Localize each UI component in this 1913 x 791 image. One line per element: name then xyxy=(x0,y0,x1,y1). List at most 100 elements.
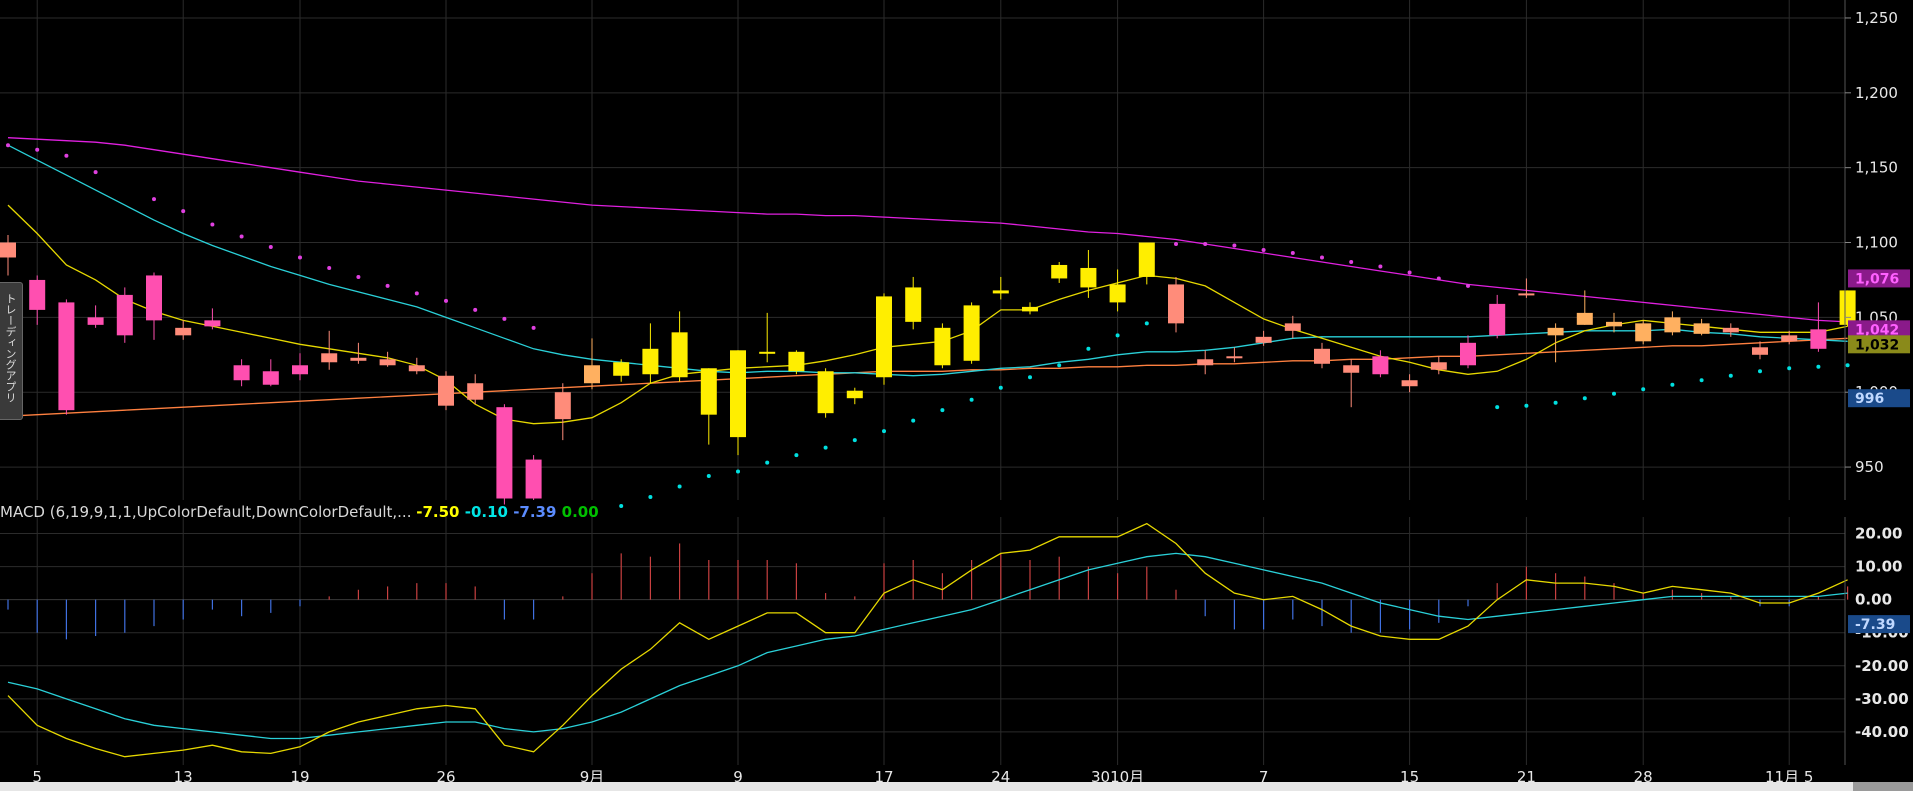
candle-body xyxy=(1489,303,1506,336)
price-tag-label: 1,032 xyxy=(1855,337,1899,353)
x-tick-label: 5 xyxy=(32,768,42,786)
candle-body xyxy=(1197,359,1214,366)
candle xyxy=(1839,290,1856,327)
candle xyxy=(1430,356,1447,375)
candle xyxy=(642,323,659,384)
sar-dot xyxy=(1028,375,1032,380)
macd-tick-label: 20.00 xyxy=(1855,525,1902,543)
sar-dot xyxy=(648,495,653,500)
price-tag-label: 996 xyxy=(1855,391,1884,407)
sar-dot xyxy=(298,255,302,260)
sar-dot xyxy=(998,385,1003,390)
side-panel-tab-label: トレーディングアプリ xyxy=(4,293,17,403)
sar-dot xyxy=(385,283,390,288)
candle-body xyxy=(1022,306,1038,312)
x-tick-label: 24 xyxy=(991,768,1010,786)
price-tag: 1,042 xyxy=(1848,320,1910,339)
candle xyxy=(1460,335,1476,369)
x-tick-label: 19 xyxy=(290,768,309,786)
side-panel-tab[interactable]: トレーディングアプリ xyxy=(0,282,23,420)
candle-body xyxy=(438,375,454,406)
candle-body xyxy=(1547,327,1564,336)
sar-dot xyxy=(969,397,974,402)
candle xyxy=(1197,350,1214,375)
macd-tick-label: -30.00 xyxy=(1855,690,1909,708)
sar-dot xyxy=(531,325,536,330)
sar-dot xyxy=(882,429,886,434)
candle xyxy=(146,272,162,340)
sar-dot xyxy=(1612,391,1616,396)
candle xyxy=(934,323,951,369)
x-tick-label: 11月 5 xyxy=(1765,768,1813,786)
x-tick-label: 17 xyxy=(874,768,893,786)
candle-body xyxy=(759,351,776,354)
bottom-scrollbar[interactable] xyxy=(0,782,1913,791)
candle xyxy=(58,299,75,415)
sar-dot xyxy=(444,298,448,303)
candle-body xyxy=(116,294,133,336)
candle xyxy=(730,350,746,456)
candle-body xyxy=(700,368,717,415)
x-tick-label: 28 xyxy=(1634,768,1653,786)
price-tag-bg xyxy=(1848,389,1910,408)
candle-body xyxy=(1460,342,1476,366)
macd-current-tag-bg xyxy=(1848,615,1910,634)
candle-body xyxy=(350,357,367,361)
macd-title-text: MACD (6,19,9,1,1,UpColorDefault,DownColo… xyxy=(0,503,416,521)
candle xyxy=(613,359,630,382)
macd-gridlines xyxy=(0,517,1845,765)
candle-body xyxy=(1810,329,1827,349)
sar-dot xyxy=(677,484,682,489)
sar-dot xyxy=(1758,369,1762,374)
price-tag: 996 xyxy=(1848,389,1910,408)
candle xyxy=(1022,302,1038,315)
candle-body xyxy=(58,302,75,411)
sar-dot xyxy=(93,170,98,175)
candle-body xyxy=(496,407,513,499)
sar-dot xyxy=(1466,283,1470,288)
sar-dot xyxy=(1115,333,1120,338)
candle xyxy=(262,359,279,387)
candle-body xyxy=(379,359,396,366)
candle-body xyxy=(1518,293,1535,296)
candle-body xyxy=(1664,317,1681,333)
price-tag-bg xyxy=(1848,269,1910,288)
candle xyxy=(1547,323,1564,363)
candle xyxy=(292,353,308,381)
ma-short-line xyxy=(7,204,1848,425)
sar-dot xyxy=(414,291,419,296)
price-tag-bg xyxy=(1848,335,1910,354)
macd-tick-label: 10.00 xyxy=(1855,558,1902,576)
x-tick-label: 3010月 xyxy=(1091,768,1144,786)
candle-body xyxy=(1401,380,1418,387)
sar-dot xyxy=(473,307,478,312)
price-tag-label: 1,076 xyxy=(1855,271,1899,287)
candle-body xyxy=(1343,365,1360,373)
candle xyxy=(876,293,892,385)
candle-body xyxy=(29,279,46,310)
candle xyxy=(554,383,571,441)
sar-dot xyxy=(619,503,624,508)
candle xyxy=(759,312,776,363)
candle-body xyxy=(642,348,659,375)
candle xyxy=(1606,312,1622,333)
ma-mid-line xyxy=(7,144,1848,377)
price-axis: 9501,0001,0501,1001,1501,2001,2501,0761,… xyxy=(1844,0,1910,500)
sar-dot xyxy=(940,408,945,413)
candle-body xyxy=(467,383,484,400)
macd-title-value: -7.39 xyxy=(513,503,561,521)
candle-body xyxy=(817,371,834,414)
sar-dot xyxy=(1845,363,1850,368)
candle xyxy=(1051,261,1068,283)
candle xyxy=(1255,330,1272,346)
candle xyxy=(438,371,454,411)
macd-tick-label: -20.00 xyxy=(1855,657,1909,675)
macd-current-tag-label: -7.39 xyxy=(1855,617,1895,633)
sar-dot xyxy=(1203,242,1208,247)
candle-body xyxy=(1430,362,1447,370)
candle xyxy=(1343,359,1360,408)
candle-body xyxy=(1226,356,1243,359)
price-tick-label: 1,250 xyxy=(1855,9,1898,27)
macd-current-tag: -7.39 xyxy=(1848,615,1910,634)
sar-dot xyxy=(181,209,186,214)
